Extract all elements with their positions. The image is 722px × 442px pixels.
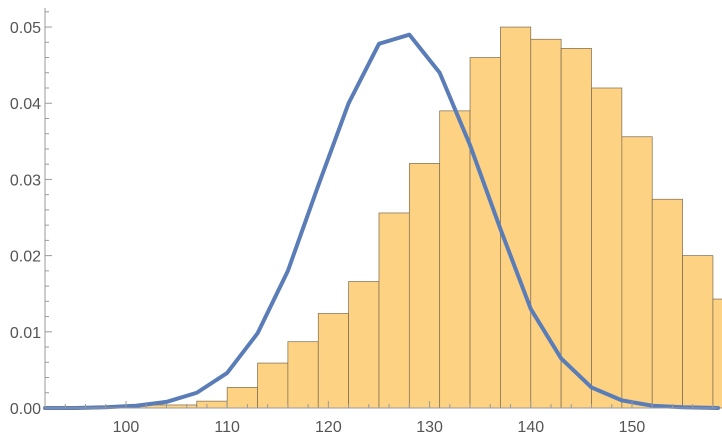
- histogram-bars: [105, 26, 722, 409]
- x-tick-label: 110: [214, 419, 240, 436]
- density-curve: [43, 32, 720, 410]
- histogram-bar: [439, 110, 471, 409]
- y-tick-label: 0.04: [10, 96, 41, 113]
- x-tick-label: 130: [416, 419, 443, 436]
- histogram-bar: [712, 298, 722, 409]
- histogram-bar: [317, 313, 349, 409]
- histogram-bar: [651, 198, 683, 409]
- x-tick-label: 120: [315, 419, 342, 436]
- y-tick-label: 0.02: [10, 249, 41, 266]
- histogram-bar: [196, 400, 228, 409]
- y-tick-label: 0.00: [10, 401, 41, 418]
- x-tick-label: 140: [517, 419, 544, 436]
- histogram-bar: [257, 362, 289, 409]
- histogram-bar: [500, 26, 532, 409]
- x-tick-label: 100: [113, 419, 140, 436]
- histogram-bar: [226, 387, 258, 409]
- histogram-bar: [287, 341, 319, 409]
- histogram-bar: [408, 163, 441, 409]
- histogram-bar: [621, 136, 653, 409]
- histogram-bar: [378, 212, 410, 409]
- x-tick-label: 150: [619, 419, 646, 436]
- histogram-bar: [682, 255, 714, 409]
- y-tick-label: 0.01: [10, 325, 41, 342]
- axes: 0.00 0.01 0.02 0.03 0.04 0.05 100 110 120 130 140 1…: [10, 8, 718, 436]
- y-tick-label: 0.05: [10, 20, 41, 37]
- histogram-bar: [348, 281, 380, 409]
- histogram-bar: [591, 87, 623, 409]
- y-tick-label: 0.03: [10, 172, 41, 189]
- histogram-bar: [469, 57, 501, 409]
- histogram-bar: [560, 48, 592, 409]
